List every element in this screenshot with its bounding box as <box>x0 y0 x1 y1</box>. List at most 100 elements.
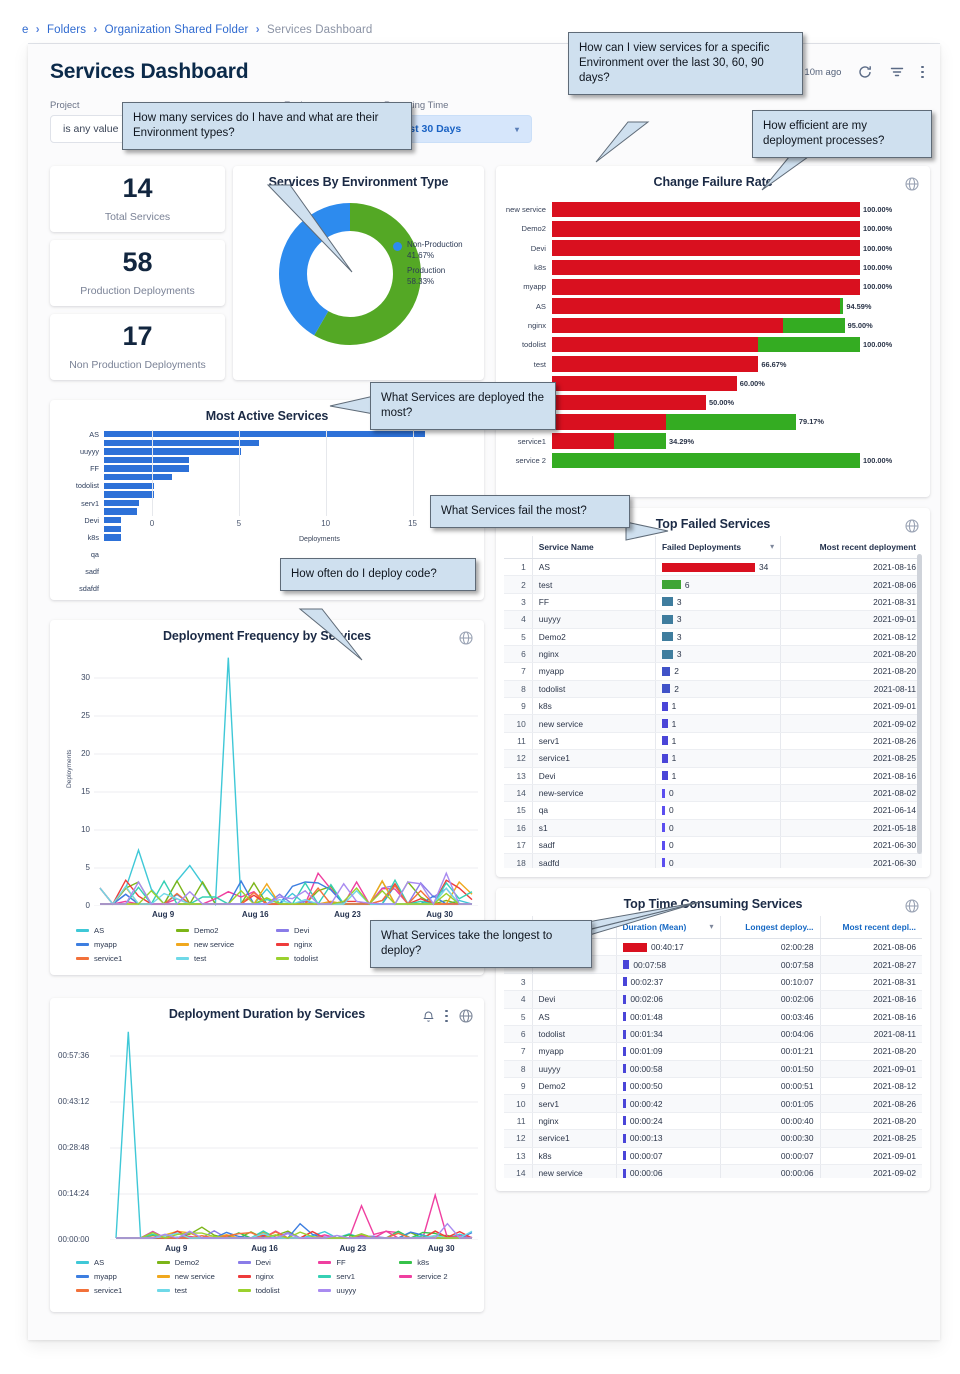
most-active-services-row[interactable] <box>56 525 478 534</box>
col-most-recent-deployment[interactable]: Most recent depl... <box>820 916 922 939</box>
kebab-menu-icon[interactable] <box>921 65 924 79</box>
most-active-services-row[interactable]: FF <box>56 464 478 473</box>
table-row[interactable]: 11 serv1 1 2021-08-26 <box>504 732 922 751</box>
card-services-by-environment-type[interactable]: Services By Environment Type Non-Product… <box>233 166 484 380</box>
legend-item[interactable]: nginx <box>237 1272 319 1281</box>
most-active-services-row[interactable] <box>56 490 478 499</box>
card-deployment-frequency[interactable]: Deployment Frequency by Services Deploym… <box>50 620 484 975</box>
table-row[interactable]: 13 Devi 1 2021-08-16 <box>504 767 922 785</box>
table-row[interactable]: 2 test 6 2021-08-06 <box>504 575 922 594</box>
most-active-services-row[interactable] <box>56 473 478 482</box>
legend-item[interactable]: AS <box>76 1258 157 1267</box>
legend-item[interactable]: FF <box>318 1258 399 1267</box>
globe-icon[interactable] <box>458 1008 474 1024</box>
table-row[interactable]: 11 nginx 00:00:24 00:00:40 2021-08-20 <box>504 1112 922 1131</box>
chevron-down-icon[interactable]: ▾ <box>709 922 714 931</box>
most-active-services-row[interactable]: serv1 <box>56 499 478 508</box>
legend-item[interactable]: myapp <box>76 1272 157 1281</box>
legend-item[interactable]: uuyyy <box>318 1286 399 1295</box>
change-failure-rate-row[interactable]: myapp 100.00% <box>496 277 930 296</box>
card-change-failure-rate[interactable]: Change Failure Rate new service 100.00% De… <box>496 166 930 497</box>
table-row[interactable]: 4 uuyyy 3 2021-09-01 <box>504 610 922 629</box>
change-failure-rate-row[interactable]: AS 94.59% <box>496 296 930 315</box>
most-active-services-row[interactable]: k8s <box>56 533 478 542</box>
most-active-services-row[interactable]: Devi <box>56 516 478 525</box>
kpi-card-production-deployments[interactable]: 58 Production Deployments <box>50 240 225 306</box>
change-failure-rate-row[interactable]: todolist 100.00% <box>496 335 930 354</box>
chevron-down-icon[interactable]: ▾ <box>770 542 775 551</box>
table-row[interactable]: 7 myapp 2 2021-08-20 <box>504 662 922 681</box>
kpi-card-total-services[interactable]: 14 Total Services <box>50 166 225 232</box>
col-duration-mean[interactable]: Duration (Mean) ▾ <box>616 916 721 939</box>
globe-icon[interactable] <box>904 518 920 534</box>
legend-item[interactable]: k8s <box>399 1258 480 1267</box>
change-failure-rate-row[interactable]: Demo2 100.00% <box>496 219 930 238</box>
table-row[interactable]: 8 todolist 2 2021-08-11 <box>504 680 922 699</box>
table-row[interactable]: 16 s1 0 2021-05-18 <box>504 819 922 838</box>
breadcrumb-item-1[interactable]: Folders <box>47 24 87 36</box>
card-top-time-consuming-services[interactable]: Top Time Consuming Services Serv... Dura… <box>496 888 930 1191</box>
col-longest-deployment[interactable]: Longest deploy... <box>720 916 821 939</box>
table-row[interactable]: 13 k8s 00:00:07 00:00:07 2021-09-01 <box>504 1147 922 1165</box>
legend-item[interactable]: new service <box>156 1272 238 1281</box>
legend-item[interactable]: todolist <box>276 954 376 963</box>
change-failure-rate-row[interactable]: nginx 95.00% <box>496 316 930 335</box>
legend-item[interactable]: new service <box>176 940 276 949</box>
table-row[interactable]: 3 00:02:37 00:10:07 2021-08-31 <box>504 973 922 992</box>
legend-item[interactable]: service 2 <box>399 1272 480 1281</box>
table-row[interactable]: 9 Demo2 00:00:50 00:00:51 2021-08-12 <box>504 1077 922 1096</box>
change-failure-rate-row[interactable]: 60.00% <box>496 374 930 393</box>
legend-item[interactable]: service1 <box>76 1286 157 1295</box>
globe-icon[interactable] <box>904 898 920 914</box>
table-scrollbar[interactable] <box>917 554 922 854</box>
legend-item[interactable]: test <box>156 1286 238 1295</box>
breadcrumb-item-0[interactable]: e <box>22 24 29 36</box>
change-failure-rate-row[interactable]: new service 100.00% <box>496 200 930 219</box>
table-row[interactable]: 10 new service 1 2021-09-02 <box>504 714 922 733</box>
most-active-services-row[interactable]: AS <box>56 430 478 439</box>
table-row[interactable]: 10 serv1 00:00:42 00:01:05 2021-08-26 <box>504 1094 922 1113</box>
legend-item[interactable]: Devi <box>276 926 376 935</box>
change-failure-rate-row[interactable]: Devi 100.00% <box>496 239 930 258</box>
globe-icon[interactable] <box>904 176 920 192</box>
most-active-services-row[interactable]: qa <box>56 550 478 559</box>
table-row[interactable]: 1 AS 34 2021-08-16 <box>504 558 922 577</box>
most-active-services-row[interactable]: sdafdf <box>56 584 478 593</box>
legend-item[interactable]: nginx <box>276 940 376 949</box>
globe-icon[interactable] <box>458 630 474 646</box>
table-row[interactable]: 14 new-service 0 2021-08-02 <box>504 784 922 803</box>
most-active-services-row[interactable]: sadf <box>56 567 478 576</box>
table-row[interactable]: 12 service1 00:00:13 00:00:30 2021-08-25 <box>504 1129 922 1148</box>
refresh-icon[interactable] <box>857 64 873 80</box>
most-active-services-row[interactable] <box>56 456 478 465</box>
kebab-menu-icon[interactable] <box>445 1009 448 1023</box>
most-active-services-row[interactable]: todolist <box>56 481 478 490</box>
bell-icon[interactable] <box>422 1010 435 1023</box>
most-active-services-row[interactable] <box>56 507 478 516</box>
legend-item[interactable]: myapp <box>76 940 176 949</box>
change-failure-rate-row[interactable]: service1 34.29% <box>496 432 930 451</box>
table-row[interactable]: 3 FF 3 2021-08-31 <box>504 593 922 612</box>
legend-item[interactable]: Demo2 <box>176 926 276 935</box>
legend-item[interactable]: AS <box>76 926 176 935</box>
table-row[interactable]: 8 uuyyy 00:00:58 00:01:50 2021-09-01 <box>504 1060 922 1079</box>
legend-item[interactable]: Devi <box>237 1258 319 1267</box>
change-failure-rate-row[interactable]: 50.00% <box>496 393 930 412</box>
card-top-failed-services[interactable]: Top Failed Services Service Name Failed … <box>496 508 930 877</box>
table-row[interactable]: 12 service1 1 2021-08-25 <box>504 749 922 768</box>
table-row[interactable]: 4 Devi 00:02:06 00:02:06 2021-08-16 <box>504 990 922 1009</box>
change-failure-rate-row[interactable]: service 2 100.00% <box>496 451 930 470</box>
legend-item[interactable]: serv1 <box>318 1272 399 1281</box>
table-row[interactable]: 14 new service 00:00:06 00:00:06 2021-09-02 <box>504 1164 922 1178</box>
table-row[interactable]: 6 todolist 00:01:34 00:04:06 2021-08-11 <box>504 1025 922 1044</box>
table-row[interactable]: 5 AS 00:01:48 00:03:46 2021-08-16 <box>504 1008 922 1026</box>
col-most-recent-deployment[interactable]: Most recent deployment <box>780 536 922 559</box>
filter-reporting-time-value[interactable]: Last 30 Days ▾ <box>384 115 532 143</box>
table-row[interactable]: 7 myapp 00:01:09 00:01:21 2021-08-20 <box>504 1042 922 1061</box>
table-row[interactable]: 5 Demo2 3 2021-08-12 <box>504 628 922 646</box>
filter-project-value[interactable]: is any value <box>50 115 136 143</box>
legend-item[interactable]: service1 <box>76 954 176 963</box>
table-row[interactable]: 15 qa 0 2021-06-14 <box>504 801 922 820</box>
legend-item[interactable]: todolist <box>237 1286 319 1295</box>
